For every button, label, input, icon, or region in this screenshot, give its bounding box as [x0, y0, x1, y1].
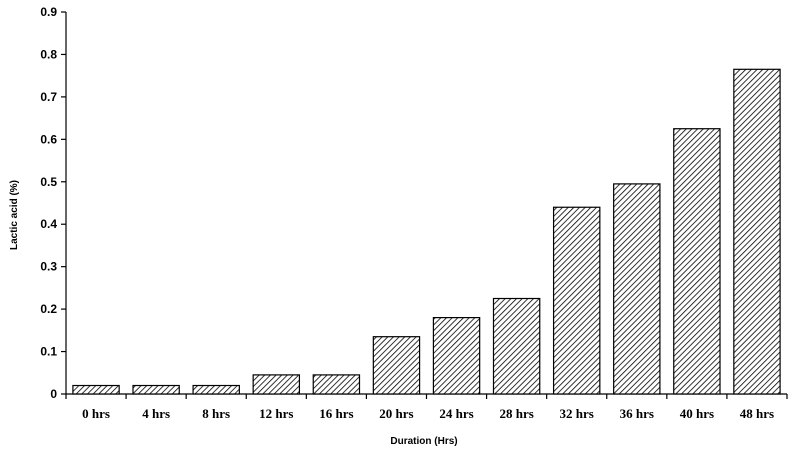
- x-axis-title: Duration (Hrs): [390, 436, 457, 447]
- y-tick-label: 0.2: [40, 302, 57, 316]
- y-tick-label: 0.9: [40, 5, 57, 19]
- plot-area: 0 0.1 0.2 0.3 0.4 0.5 0.6 0.7 0.8 0.9 0 hrs 4 hrs 8 …: [40, 5, 788, 421]
- bar: [613, 183, 661, 395]
- y-tick-label: 0.1: [40, 345, 57, 359]
- bar: [312, 374, 361, 395]
- x-tick-label: 28 hrs: [499, 406, 533, 421]
- bar: [252, 374, 301, 395]
- bar: [72, 384, 120, 395]
- x-tick-label: 20 hrs: [379, 406, 413, 421]
- bar: [733, 68, 781, 395]
- x-tick-label: 32 hrs: [560, 406, 594, 421]
- x-tick-label: 16 hrs: [319, 406, 353, 421]
- y-tick-label: 0.3: [40, 260, 57, 274]
- y-tick-label: 0.4: [40, 217, 57, 231]
- x-tick-label: 4 hrs: [142, 406, 170, 421]
- y-tick-label: 0.6: [40, 132, 57, 146]
- x-tick-label: 48 hrs: [740, 406, 774, 421]
- y-tick-label: 0.5: [40, 175, 57, 189]
- y-tick-label: 0: [50, 387, 57, 401]
- bar: [372, 336, 421, 395]
- x-tick-label: 12 hrs: [259, 406, 293, 421]
- x-tick-label: 40 hrs: [680, 406, 714, 421]
- x-tick-label: 0 hrs: [82, 406, 110, 421]
- x-tick-label: 24 hrs: [439, 406, 473, 421]
- y-tick-label: 0.7: [40, 90, 57, 104]
- bar: [492, 297, 541, 395]
- bar: [552, 206, 601, 395]
- y-tick-label: 0.8: [40, 47, 57, 61]
- bar: [132, 384, 180, 395]
- bar: [192, 384, 240, 395]
- y-axis-title: Lactic acid (%): [9, 180, 20, 250]
- x-tick-label: 8 hrs: [202, 406, 230, 421]
- x-tick-label: 36 hrs: [620, 406, 654, 421]
- bar: [673, 128, 721, 395]
- bar: [432, 317, 481, 395]
